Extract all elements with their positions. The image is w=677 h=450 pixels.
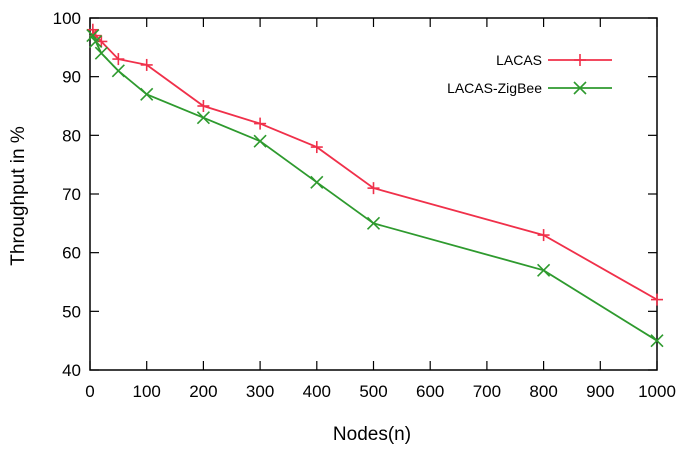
data-point-lacas xyxy=(140,58,153,71)
y-tick-label: 60 xyxy=(62,244,81,263)
y-tick-label: 100 xyxy=(53,9,81,28)
y-tick-label: 80 xyxy=(62,126,81,145)
series-layer xyxy=(86,23,664,348)
y-tick-label: 40 xyxy=(62,361,81,380)
legend-marker-lacas-zigbee-d2 xyxy=(573,81,587,95)
data-point-lacas-zigbee-d2 xyxy=(140,87,154,101)
legend: LACAS LACAS-ZigBee xyxy=(447,52,612,96)
x-tick-label: 400 xyxy=(303,382,331,401)
data-point-lacas-zigbee-d2 xyxy=(310,175,324,189)
x-tick-label: 700 xyxy=(473,382,501,401)
x-tick-label: 900 xyxy=(586,382,614,401)
x-tick-label: 500 xyxy=(359,382,387,401)
data-point-lacas-zigbee xyxy=(253,134,267,148)
y-axis-ticks: 40 50 60 70 80 90 100 xyxy=(53,9,657,380)
x-tick-label: 1000 xyxy=(638,382,676,401)
data-point-lacas-zigbee xyxy=(94,46,108,60)
legend-marker-lacas xyxy=(574,54,586,66)
data-point-lacas xyxy=(367,182,380,195)
data-point-lacas-zigbee xyxy=(537,263,551,277)
x-tick-label: 300 xyxy=(246,382,274,401)
data-point-lacas-zigbee-d2 xyxy=(94,46,108,60)
x-tick-label: 0 xyxy=(85,382,94,401)
data-point-lacas-zigbee-d2 xyxy=(86,29,100,43)
data-point-lacas-zigbee-d2 xyxy=(253,134,267,148)
data-point-lacas-zigbee-d2 xyxy=(366,216,381,230)
data-point-lacas xyxy=(537,229,550,242)
data-point-lacas xyxy=(112,53,125,66)
y-axis-label: Throughput in % xyxy=(8,126,29,266)
data-point-lacas-zigbee-d2 xyxy=(537,263,551,277)
data-point-lacas-zigbee xyxy=(140,87,154,101)
data-point-lacas xyxy=(95,35,108,48)
data-point-lacas-zigbee xyxy=(111,64,125,78)
y-tick-label: 50 xyxy=(62,302,81,321)
y-tick-label: 90 xyxy=(62,68,81,87)
data-point-lacas xyxy=(86,23,99,36)
series-line-lacas xyxy=(91,29,658,301)
x-tick-label: 600 xyxy=(416,382,444,401)
data-point-lacas-zigbee-d2 xyxy=(111,64,125,78)
data-point-lacas-zigbee xyxy=(89,34,103,49)
data-point-lacas xyxy=(651,293,663,306)
data-point-lacas xyxy=(310,141,323,154)
data-point-lacas-zigbee xyxy=(310,175,324,189)
x-tick-label: 200 xyxy=(189,382,217,401)
x-axis-ticks: 0 100 200 300 400 500 600 700 800 900 1000 xyxy=(85,18,676,401)
x-tick-label: 800 xyxy=(529,382,557,401)
data-point-lacas-zigbee xyxy=(366,216,381,230)
data-point-lacas-zigbee-d2 xyxy=(89,34,103,49)
data-point-lacas-zigbee xyxy=(196,111,210,125)
y-tick-label: 70 xyxy=(62,185,81,204)
data-point-lacas-zigbee-d2 xyxy=(650,334,664,348)
data-point-lacas xyxy=(197,100,210,112)
data-point-lacas xyxy=(254,117,267,130)
data-point-lacas-zigbee xyxy=(650,334,664,348)
legend-label-lacas: LACAS xyxy=(496,52,542,68)
x-axis-label: Nodes(n) xyxy=(333,424,411,445)
legend-label-lacas-zigbee: LACAS-ZigBee xyxy=(447,80,542,96)
legend-marker-lacas-zigbee xyxy=(573,81,587,95)
data-point-lacas-zigbee-d2 xyxy=(196,111,210,125)
x-tick-label: 100 xyxy=(133,382,161,401)
